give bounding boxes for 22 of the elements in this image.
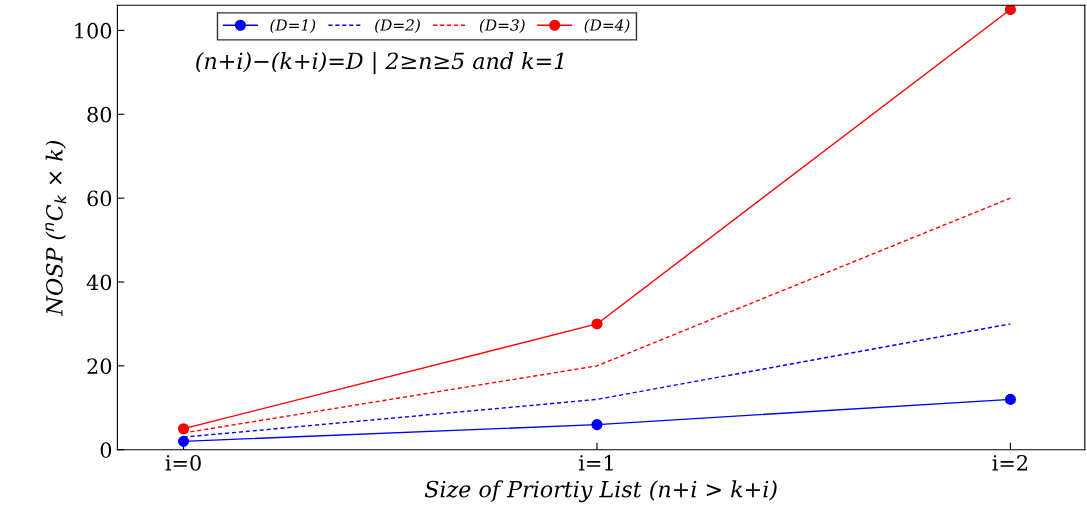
y-tick-label: 40: [86, 274, 112, 291]
point: [591, 419, 603, 431]
y-tick-label: 100: [75, 22, 112, 39]
x-tick-label: i=0: [165, 454, 201, 471]
y-axis-title: NOSP ($^{n}$C$_{k}$ × k): [45, 140, 67, 316]
y-tick-label: 0: [100, 442, 112, 458]
point: [177, 435, 190, 447]
legend-label: (D=3): [479, 19, 525, 33]
x-tick-label: i=2: [992, 454, 1028, 471]
legend-label: (D=2): [375, 19, 420, 33]
y-tick-label: 20: [87, 358, 112, 375]
point: [1004, 5, 1016, 16]
point: [177, 423, 190, 435]
legend-label: (D=4): [584, 19, 630, 33]
x-tick-label: i=1: [579, 454, 613, 471]
point: [1004, 393, 1016, 405]
annotation: (n+i)−(k+i)=D | 2≥n≥5 and k=1: [196, 51, 563, 75]
y-tick-label: 60: [87, 190, 112, 207]
legend-label: (D=1): [270, 19, 316, 33]
y-tick-label: 80: [87, 106, 112, 123]
x-axis-title: Size of Priortiy List (n+i > k+i): [424, 480, 777, 503]
point: [591, 318, 603, 330]
